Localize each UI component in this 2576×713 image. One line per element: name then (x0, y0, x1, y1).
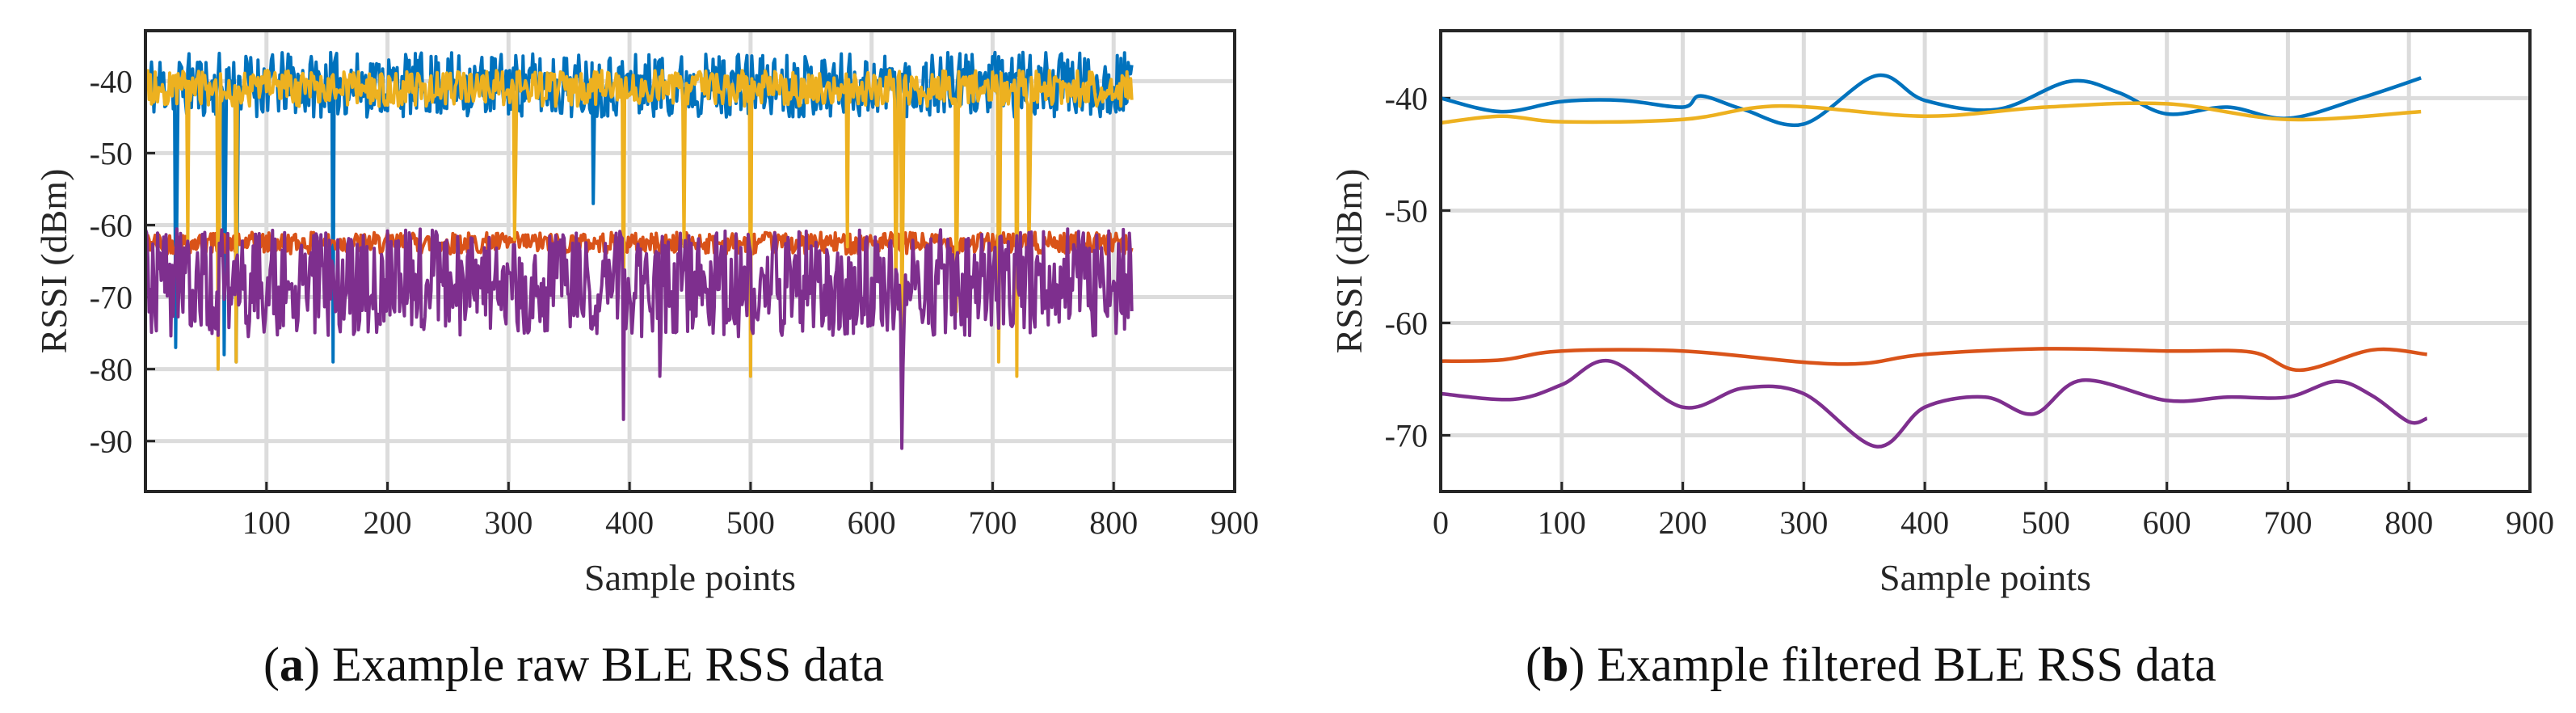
x-tick-label: 500 (2022, 504, 2070, 541)
x-tick-label: 600 (848, 504, 896, 541)
x-tick-label: 300 (484, 504, 532, 541)
series-line (1441, 73, 2422, 127)
caption-b: (b) Example filtered BLE RSS data (1526, 638, 2216, 691)
x-tick-label: 400 (1900, 504, 1949, 541)
x-tick-label: 800 (1089, 504, 1138, 541)
series-line (1441, 347, 2427, 373)
series-line (1441, 101, 2422, 125)
y-tick-label: -70 (90, 280, 133, 316)
caption-b-text: Example filtered BLE RSS data (1597, 638, 2216, 691)
x-tick-label: 700 (968, 504, 1017, 541)
x-tick-label: 0 (1433, 504, 1449, 541)
caption-a-letter: a (279, 638, 304, 691)
grid-lines-b (1439, 31, 2532, 492)
y-tick-labels-a: -40 -50 -60 -70 -80 -90 (90, 63, 133, 459)
y-tick-label: -60 (1385, 305, 1428, 341)
y-tick-label: -50 (1385, 192, 1428, 229)
y-tick-label: -50 (90, 135, 133, 171)
x-tick-label: 200 (1659, 504, 1707, 541)
x-axis-label-a: Sample points (584, 557, 796, 598)
series-line (145, 227, 1134, 450)
chart-panel-b: 0 100 200 300 400 500 600 700 800 900 -40 -50 -60 -7… (1328, 29, 2554, 598)
series-line (145, 69, 1134, 378)
x-tick-label: 100 (1538, 504, 1586, 541)
chart-panel-a: 100 200 300 400 500 600 700 800 900 -40 -50 -60 -70… (33, 29, 1259, 598)
figure: 100 200 300 400 500 600 700 800 900 -40 -50 -60 -70… (33, 29, 2554, 598)
series-group-a (145, 50, 1134, 450)
y-tick-label: -80 (90, 352, 133, 388)
y-tick-label: -90 (90, 424, 133, 460)
x-tick-label: 400 (605, 504, 654, 541)
x-tick-labels-a: 100 200 300 400 500 600 700 800 900 (242, 504, 1259, 541)
x-tick-label: 900 (2506, 504, 2554, 541)
x-tick-labels-b: 0 100 200 300 400 500 600 700 800 900 (1433, 504, 2554, 541)
x-tick-label: 700 (2263, 504, 2312, 541)
plot-frame-b (1439, 29, 2532, 493)
y-axis-label-b: RSSI (dBm) (1328, 169, 1370, 354)
y-axis-label-a: RSSI (dBm) (33, 169, 74, 354)
x-axis-label-b: Sample points (1879, 557, 2091, 598)
y-tick-label: -40 (90, 63, 133, 99)
x-tick-label: 900 (1210, 504, 1259, 541)
x-tick-label: 600 (2143, 504, 2191, 541)
series-line (1441, 358, 2428, 449)
x-tick-label: 300 (1779, 504, 1828, 541)
plot-frame-a (144, 29, 1236, 493)
y-tick-label: -70 (1385, 417, 1428, 454)
y-tick-label: -60 (90, 207, 133, 243)
x-tick-label: 200 (364, 504, 412, 541)
caption-b-letter: b (1541, 638, 1569, 691)
caption-a: (a) Example raw BLE RSS data (263, 638, 885, 691)
caption-a-text: Example raw BLE RSS data (331, 638, 885, 691)
series-group-b (1441, 73, 2428, 449)
x-tick-label: 500 (726, 504, 775, 541)
y-tick-labels-b: -40 -50 -60 -70 (1385, 80, 1428, 454)
x-tick-label: 100 (242, 504, 291, 541)
y-tick-label: -40 (1385, 80, 1428, 116)
x-tick-label: 800 (2384, 504, 2433, 541)
